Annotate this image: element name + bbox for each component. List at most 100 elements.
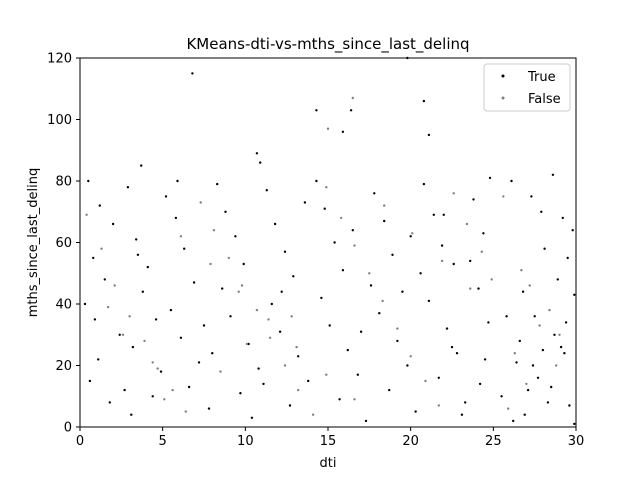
data-point-true (136, 253, 140, 256)
data-point-true (270, 302, 273, 306)
data-point-true (526, 388, 530, 392)
x-tick-label: 30 (568, 434, 585, 449)
data-point-false (237, 290, 240, 293)
data-point-true (346, 348, 349, 352)
data-point-true (521, 290, 525, 293)
data-point-true (93, 318, 97, 321)
y-tick-label: 60 (55, 236, 72, 251)
data-point-false (507, 407, 510, 410)
data-point-true (568, 404, 571, 407)
data-point-false (325, 186, 328, 189)
data-point-false (424, 379, 427, 383)
data-point-true (531, 364, 535, 367)
data-point-true (315, 179, 318, 183)
data-point-false (340, 216, 343, 220)
data-point-false (353, 244, 356, 247)
data-point-true (333, 241, 336, 244)
data-point-true (197, 361, 201, 364)
data-point-true (303, 201, 307, 204)
data-point-true (573, 293, 576, 296)
data-point-true (391, 253, 394, 256)
data-point-true (432, 213, 435, 216)
data-point-true (328, 324, 331, 327)
data-point-true (262, 382, 265, 386)
data-point-true (151, 395, 154, 398)
data-point-true (259, 161, 262, 164)
data-point-true (427, 133, 431, 137)
data-point-true (512, 419, 515, 423)
data-point-true (442, 213, 445, 216)
data-point-false (85, 213, 88, 216)
data-point-true (207, 407, 211, 410)
x-axis-label: dti (320, 456, 337, 471)
data-point-true (373, 192, 376, 195)
data-point-true (477, 287, 480, 290)
data-point-false (351, 96, 354, 100)
data-point-false (383, 204, 386, 207)
data-point-true (472, 198, 475, 201)
data-point-true (118, 333, 121, 336)
data-point-true (179, 336, 183, 339)
data-point-false (538, 324, 541, 327)
data-point-false (156, 367, 159, 370)
data-point-true (83, 302, 87, 306)
data-point-false (179, 235, 183, 238)
data-point-true (505, 315, 508, 318)
data-point-false (106, 305, 110, 309)
y-tick-label: 80 (55, 175, 72, 190)
data-point-true (478, 382, 482, 386)
data-point-true (550, 385, 553, 389)
data-point-false (163, 398, 166, 401)
data-point-true (556, 278, 559, 281)
data-point-true (396, 339, 399, 343)
data-point-true (388, 388, 391, 392)
data-point-true (469, 259, 472, 263)
data-point-true (515, 361, 518, 364)
data-point-true (176, 179, 179, 183)
data-point-false (368, 272, 371, 275)
data-point-true (202, 324, 206, 327)
legend-box (483, 63, 571, 112)
legend-marker-true (501, 74, 505, 78)
data-point-true (533, 315, 536, 318)
data-point-true (315, 109, 318, 112)
data-point-true (229, 315, 232, 318)
data-point-true (255, 152, 259, 155)
points-layer (83, 56, 576, 426)
data-point-true (278, 330, 282, 333)
data-point-true (378, 312, 381, 315)
data-point-false (525, 382, 528, 386)
data-point-true (131, 345, 135, 349)
data-point-true (292, 275, 295, 278)
data-point-false (121, 333, 125, 336)
data-point-true (573, 422, 576, 426)
data-point-false (480, 250, 483, 253)
data-point-false (555, 364, 558, 367)
data-point-true (174, 216, 178, 220)
data-point-true (273, 222, 277, 226)
data-point-true (356, 373, 359, 376)
data-point-true (563, 352, 566, 355)
data-point-true (224, 210, 227, 213)
data-point-true (103, 278, 107, 281)
data-point-false (440, 259, 444, 263)
data-point-false (151, 361, 154, 364)
data-point-false (283, 364, 287, 367)
data-point-true (523, 413, 526, 416)
y-tick-label: 40 (55, 298, 72, 313)
data-point-true (250, 416, 254, 419)
data-point-false (528, 284, 531, 287)
data-point-true (510, 179, 513, 183)
data-point-true (216, 182, 219, 186)
legend-label-false: False (528, 92, 561, 107)
data-point-false (113, 284, 116, 287)
data-point-true (183, 247, 186, 250)
data-point-false (469, 287, 472, 290)
data-point-true (564, 321, 568, 324)
data-point-true (257, 367, 260, 370)
data-point-true (540, 210, 543, 213)
data-point-false (219, 370, 222, 373)
data-point-true (427, 299, 431, 303)
